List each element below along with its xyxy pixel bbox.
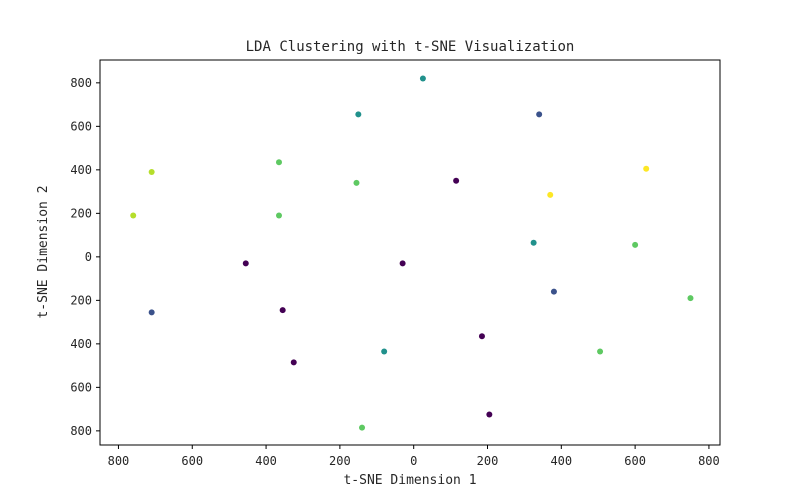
y-tick-label: 600 — [70, 380, 92, 394]
data-point — [536, 111, 543, 118]
data-point — [399, 260, 406, 267]
data-point — [530, 239, 537, 246]
data-point — [597, 348, 604, 355]
data-point — [486, 411, 493, 418]
data-point — [355, 111, 362, 118]
data-point — [381, 348, 388, 355]
y-tick-label: 200 — [70, 206, 92, 220]
data-point — [632, 241, 639, 248]
y-tick-label: 400 — [70, 337, 92, 351]
data-point — [419, 75, 426, 82]
data-point — [290, 359, 297, 366]
x-tick-label: 800 — [698, 454, 720, 468]
y-tick-label: 0 — [85, 250, 92, 264]
data-point — [275, 212, 282, 219]
y-axis-label: t-SNE Dimension 2 — [36, 185, 51, 318]
data-point — [453, 177, 460, 184]
x-axis: 800 600 400 200 0 200 400 600 800 — [108, 445, 720, 468]
data-point — [643, 165, 650, 172]
x-tick-label: 400 — [550, 454, 572, 468]
data-point — [148, 169, 155, 176]
data-point — [353, 179, 360, 186]
chart-title: LDA Clustering with t-SNE Visualization — [246, 39, 575, 55]
data-point — [359, 424, 366, 431]
x-tick-label: 800 — [108, 454, 130, 468]
data-point — [547, 191, 554, 198]
data-point — [275, 159, 282, 166]
data-point — [478, 333, 485, 340]
x-tick-label: 600 — [624, 454, 646, 468]
data-point — [550, 288, 557, 295]
data-point — [148, 309, 155, 316]
y-axis: 800 600 400 200 0 200 400 600 800 — [70, 76, 100, 438]
data-point — [242, 260, 249, 267]
y-tick-label: 400 — [70, 163, 92, 177]
x-tick-label: 600 — [181, 454, 203, 468]
x-tick-label: 0 — [410, 454, 417, 468]
x-tick-label: 200 — [477, 454, 499, 468]
y-tick-label: 200 — [70, 293, 92, 307]
y-tick-label: 600 — [70, 119, 92, 133]
data-points — [130, 75, 694, 431]
data-point — [130, 212, 137, 219]
data-point — [279, 307, 286, 314]
x-tick-label: 200 — [329, 454, 351, 468]
y-tick-label: 800 — [70, 76, 92, 90]
x-axis-label: t-SNE Dimension 1 — [343, 473, 476, 488]
x-tick-label: 400 — [255, 454, 277, 468]
data-point — [687, 295, 694, 302]
plot-frame — [99, 59, 721, 446]
y-tick-label: 800 — [70, 424, 92, 438]
